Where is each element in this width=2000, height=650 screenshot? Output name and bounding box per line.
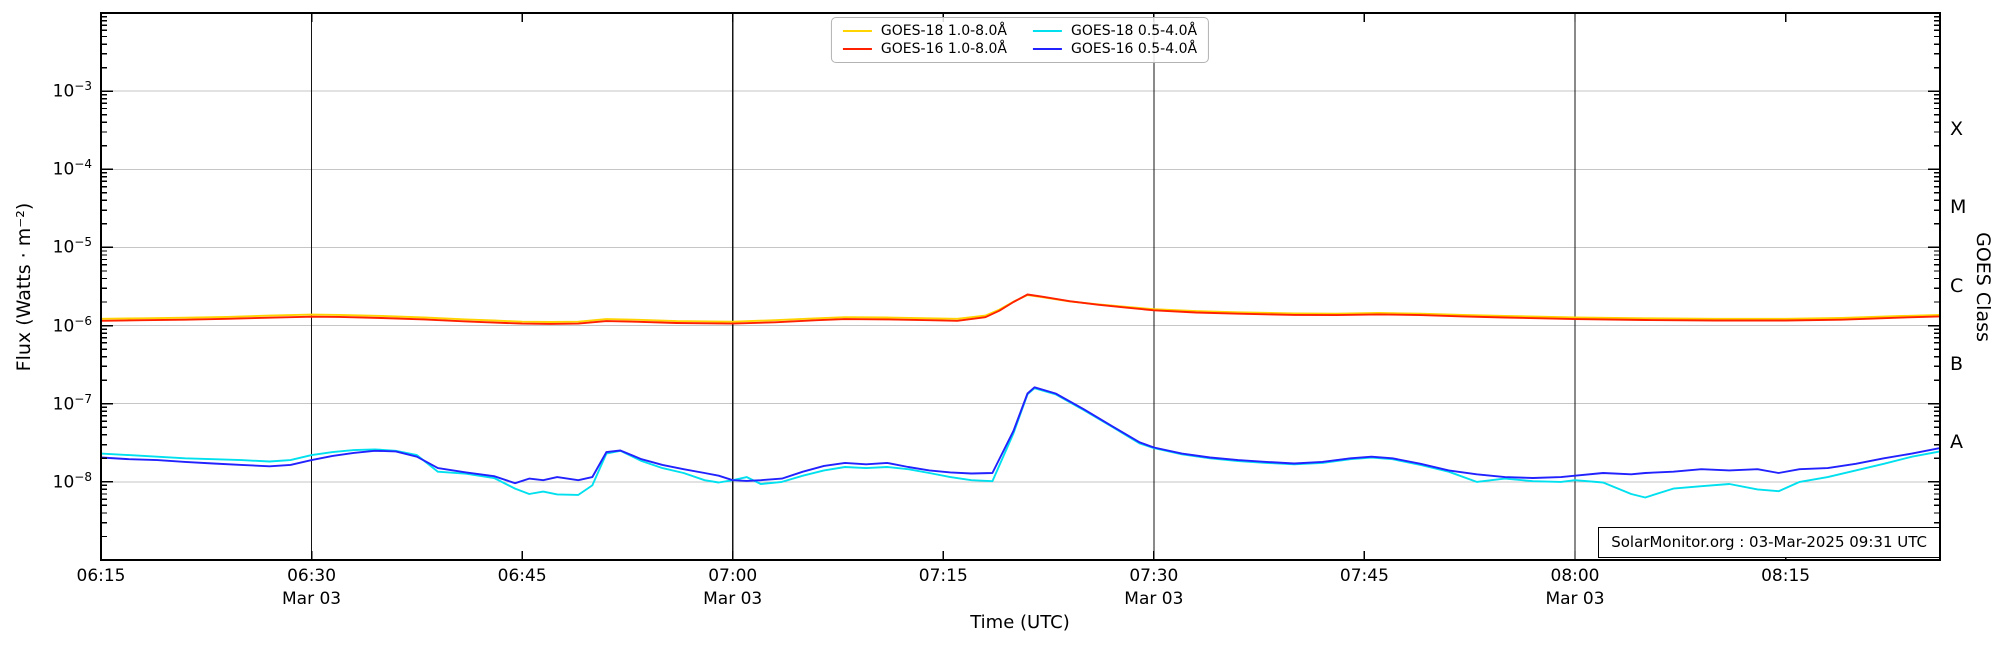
x-tick-label-0800: 08:00 Mar 03	[1545, 566, 1605, 609]
legend-item-goes-18-1-0-8-0-: GOES-18 1.0-8.0Å	[842, 23, 1007, 39]
x-tick-sublabel: Mar 03	[1124, 589, 1184, 609]
goes-class-c: C	[1950, 274, 1964, 297]
legend-item-goes-16-0-5-4-0-: GOES-16 0.5-4.0Å	[1033, 41, 1197, 57]
x-tick-label-0615: 06:15	[76, 566, 126, 586]
legend-item-goes-18-0-5-4-0-: GOES-18 0.5-4.0Å	[1033, 23, 1197, 39]
x-tick-label-0630: 06:30 Mar 03	[282, 566, 342, 609]
plot-border	[100, 12, 1941, 561]
solarmonitor-timestamp: SolarMonitor.org : 03-Mar-2025 09:31 UTC	[1598, 527, 1940, 558]
legend-line-swatch	[842, 30, 872, 32]
x-axis-title: Time (UTC)	[970, 612, 1070, 633]
x-tick-sublabel: Mar 03	[703, 589, 763, 609]
x-tick-sublabel: Mar 03	[1545, 589, 1605, 609]
x-tick-label-0645: 06:45	[497, 566, 547, 586]
halfhour-gridlines	[311, 13, 1576, 560]
goes-class-b: B	[1950, 352, 1964, 375]
goes-class-a: A	[1950, 430, 1963, 453]
legend-item-goes-16-1-0-8-0-: GOES-16 1.0-8.0Å	[842, 41, 1007, 57]
decade-gridlines	[101, 90, 1940, 483]
legend-line-swatch	[842, 48, 872, 50]
x-tick-label-0730: 07:30 Mar 03	[1124, 566, 1184, 609]
x-tick-label-0745: 07:45	[1339, 566, 1389, 586]
y-tick-label-1e-8: 10−8	[52, 469, 92, 493]
series-goes-16-1-0-8-0-	[100, 293, 1941, 325]
legend-label: GOES-16 0.5-4.0Å	[1071, 41, 1198, 57]
series-goes-16-0-5-4-0-	[100, 386, 1941, 485]
y-axis-title: Flux (Watts · m⁻²)	[13, 202, 35, 372]
y-tick-label-1e-5: 10−5	[52, 235, 92, 259]
legend: GOES-18 1.0-8.0Å GOES-18 0.5-4.0Å GOES-16 …	[830, 17, 1210, 63]
series-goes-18-1-0-8-0-	[100, 294, 1941, 323]
x-tick-label-0815: 08:15	[1761, 566, 1811, 586]
series-lines	[100, 293, 1941, 499]
y-tick-label-1e-4: 10−4	[52, 157, 92, 180]
right-axis-title: GOES Class	[1972, 232, 1994, 342]
y-tick-label-1e-3: 10−3	[52, 79, 92, 102]
x-tick-label-0715: 07:15	[918, 566, 968, 586]
legend-label: GOES-16 1.0-8.0Å	[880, 41, 1007, 57]
legend-line-swatch	[1033, 48, 1062, 50]
goes-class-x: X	[1950, 118, 1964, 141]
y-tick-label-1e-7: 10−7	[52, 391, 92, 415]
legend-label: GOES-18 0.5-4.0Å	[1071, 23, 1198, 39]
series-goes-18-0-5-4-0-	[100, 387, 1941, 499]
axis-ticks	[100, 13, 1940, 560]
x-tick-sublabel: Mar 03	[282, 589, 342, 609]
goes-class-m: M	[1950, 196, 1967, 219]
x-tick-label-0700: 07:00 Mar 03	[703, 566, 763, 609]
legend-label: GOES-18 1.0-8.0Å	[880, 23, 1007, 39]
y-tick-label-1e-6: 10−6	[52, 313, 92, 337]
legend-line-swatch	[1033, 30, 1062, 32]
